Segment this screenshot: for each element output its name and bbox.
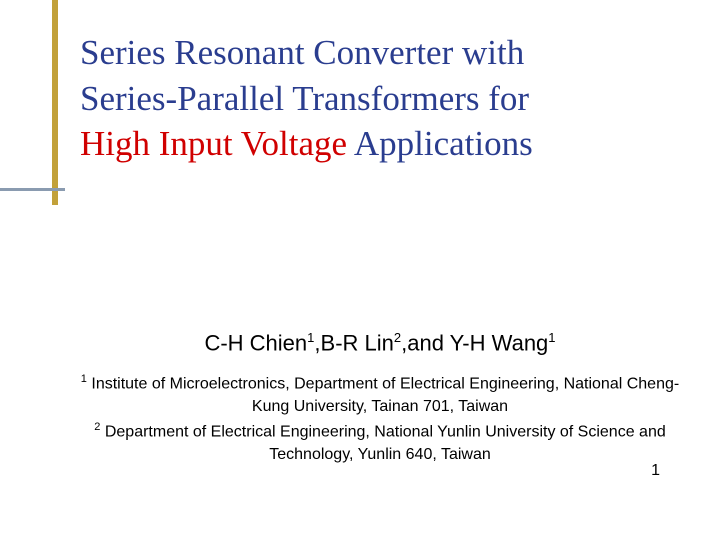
accent-horizontal-bar	[0, 188, 65, 191]
affiliation-1: 1 Institute of Microelectronics, Departm…	[80, 372, 680, 418]
slide-title: Series Resonant Converter with Series-Pa…	[80, 30, 680, 167]
title-line3-emphasis: High Input Voltage	[80, 124, 347, 163]
accent-vertical-bar	[52, 0, 58, 205]
author-3-sup: 1	[548, 330, 555, 345]
title-line1: Series Resonant Converter with	[80, 33, 524, 72]
authors-line: C-H Chien1,B-R Lin2,and Y-H Wang1	[80, 330, 680, 356]
affiliation-2: 2 Department of Electrical Engineering, …	[80, 420, 680, 466]
slide: Series Resonant Converter with Series-Pa…	[0, 0, 720, 540]
affiliation-2-text: Department of Electrical Engineering, Na…	[100, 423, 665, 462]
author-sep-2: ,and	[401, 330, 450, 355]
title-line2: Series-Parallel Transformers for	[80, 79, 529, 118]
title-line3-rest: Applications	[347, 124, 533, 163]
author-2-name: B-R Lin	[321, 330, 394, 355]
affiliation-1-text: Institute of Microelectronics, Departmen…	[87, 375, 679, 414]
author-1-name: C-H Chien	[204, 330, 307, 355]
author-3-name: Y-H Wang	[450, 330, 549, 355]
page-number: 1	[651, 462, 660, 480]
